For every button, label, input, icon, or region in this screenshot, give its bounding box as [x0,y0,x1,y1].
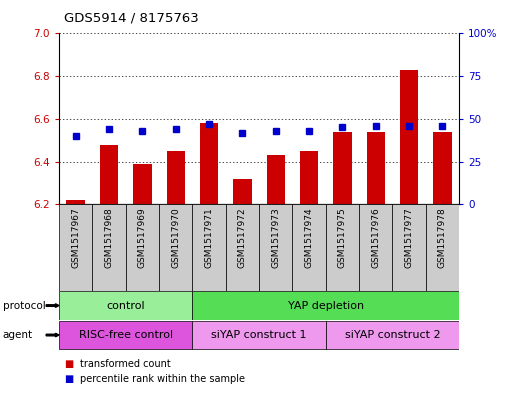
Bar [267,155,285,204]
FancyBboxPatch shape [426,204,459,291]
Text: GSM1517975: GSM1517975 [338,207,347,268]
FancyBboxPatch shape [59,321,192,349]
Text: GSM1517973: GSM1517973 [271,207,280,268]
Text: siYAP construct 1: siYAP construct 1 [211,330,307,340]
Text: agent: agent [3,330,33,340]
Text: YAP depletion: YAP depletion [288,301,364,310]
FancyBboxPatch shape [159,204,192,291]
Bar [233,179,251,204]
Text: GSM1517976: GSM1517976 [371,207,380,268]
Text: GSM1517972: GSM1517972 [238,207,247,268]
Text: ■: ■ [64,374,73,384]
Text: GSM1517969: GSM1517969 [138,207,147,268]
FancyBboxPatch shape [326,204,359,291]
FancyBboxPatch shape [126,204,159,291]
Text: GSM1517968: GSM1517968 [105,207,113,268]
Bar [100,145,118,204]
Text: control: control [106,301,145,310]
Text: transformed count: transformed count [80,358,170,369]
Text: ■: ■ [64,358,73,369]
FancyBboxPatch shape [59,204,92,291]
Bar [367,132,385,204]
Text: GSM1517974: GSM1517974 [305,207,313,268]
Text: GSM1517971: GSM1517971 [205,207,213,268]
Bar [200,123,218,204]
FancyBboxPatch shape [326,321,459,349]
FancyBboxPatch shape [259,204,292,291]
FancyBboxPatch shape [392,204,426,291]
FancyBboxPatch shape [59,292,192,320]
FancyBboxPatch shape [292,204,326,291]
FancyBboxPatch shape [192,321,326,349]
Text: GSM1517978: GSM1517978 [438,207,447,268]
Text: protocol: protocol [3,301,45,310]
Text: GSM1517967: GSM1517967 [71,207,80,268]
Bar [400,70,418,204]
Bar [133,164,151,204]
Bar [167,151,185,204]
FancyBboxPatch shape [192,204,226,291]
FancyBboxPatch shape [359,204,392,291]
FancyBboxPatch shape [226,204,259,291]
Text: siYAP construct 2: siYAP construct 2 [345,330,440,340]
FancyBboxPatch shape [92,204,126,291]
Text: GSM1517977: GSM1517977 [405,207,413,268]
Text: RISC-free control: RISC-free control [78,330,173,340]
Text: percentile rank within the sample: percentile rank within the sample [80,374,245,384]
Bar [433,132,451,204]
Bar [300,151,318,204]
Bar [67,200,85,204]
Text: GDS5914 / 8175763: GDS5914 / 8175763 [64,12,199,25]
Text: GSM1517970: GSM1517970 [171,207,180,268]
Bar [333,132,351,204]
FancyBboxPatch shape [192,292,459,320]
